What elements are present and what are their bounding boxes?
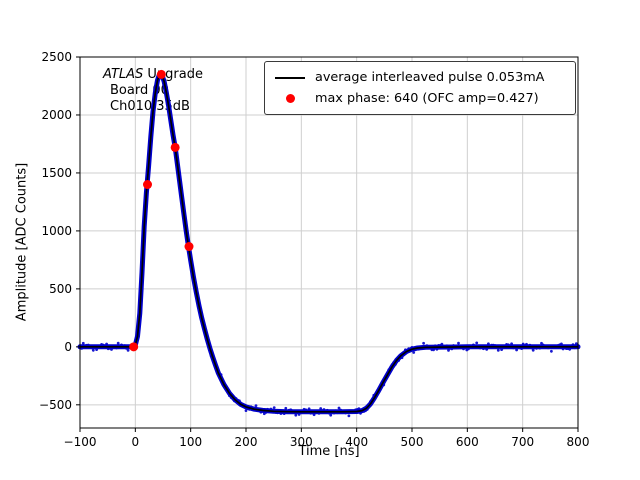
data-group xyxy=(77,69,581,418)
legend-label-maxphase: max phase: 640 (OFC amp=0.427) xyxy=(315,91,539,106)
y-tick-label: 1500 xyxy=(41,166,72,180)
y-axis-label: Amplitude [ADC Counts] xyxy=(14,162,30,322)
pulse-band xyxy=(77,71,581,415)
pulse-average-line xyxy=(80,72,578,413)
annotation-experiment: ATLAS xyxy=(102,67,143,82)
x-axis-label: Time [ns] xyxy=(298,444,360,459)
x-tick-label: 200 xyxy=(235,435,258,449)
max-phase-marker xyxy=(156,69,166,79)
x-tick-label: 800 xyxy=(567,435,590,449)
legend-entry-maxphase: max phase: 640 (OFC amp=0.427) xyxy=(273,88,567,109)
x-tick-label: 500 xyxy=(401,435,424,449)
x-tick-label: 700 xyxy=(511,435,534,449)
max-phase-marker xyxy=(170,142,180,152)
max-phase-marker xyxy=(184,242,194,252)
x-tick-label: 600 xyxy=(456,435,479,449)
x-tick-label: 300 xyxy=(290,435,313,449)
x-tick-label: −100 xyxy=(64,435,97,449)
legend: average interleaved pulse 0.053mA max ph… xyxy=(264,61,576,115)
y-tick-label: 500 xyxy=(49,282,72,296)
line-sample-icon xyxy=(273,76,307,79)
legend-label-average: average interleaved pulse 0.053mA xyxy=(315,70,545,85)
y-tick-label: 1000 xyxy=(41,224,72,238)
annotation-line1: ATLAS Upgrade xyxy=(102,67,203,82)
annotation-board: Board 00 xyxy=(110,83,169,98)
y-tick-label: 2500 xyxy=(41,50,72,64)
axes-frame-group xyxy=(79,56,579,429)
axes-frame xyxy=(79,56,579,429)
x-tick-label: 400 xyxy=(345,435,368,449)
max-phase-marker xyxy=(143,180,153,190)
y-tick-label: −500 xyxy=(39,398,72,412)
legend-entry-average: average interleaved pulse 0.053mA xyxy=(273,67,567,88)
annotation-channel: Ch010 35dB xyxy=(110,99,190,114)
annotation-title-rest: Upgrade xyxy=(143,67,203,82)
max-phase-marker xyxy=(129,342,139,352)
y-tick-label: 0 xyxy=(64,340,72,354)
marker-sample-icon xyxy=(273,94,307,103)
ticks-group: −100 0 100 200 300 400 500 600 700 800 −500 0 500 100… xyxy=(39,50,589,449)
y-tick-label: 2000 xyxy=(41,108,72,122)
x-tick-label: 0 xyxy=(132,435,140,449)
x-tick-label: 100 xyxy=(179,435,202,449)
